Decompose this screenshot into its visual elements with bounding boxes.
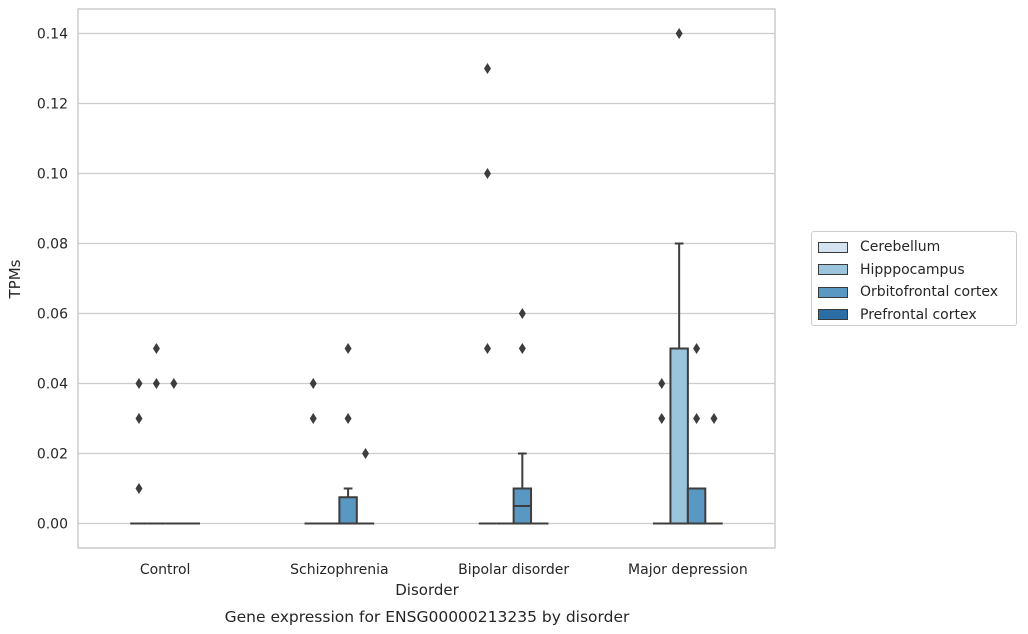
- outlier-point: [344, 343, 352, 354]
- y-tick-label: 0.02: [37, 447, 68, 463]
- box-group: [165, 378, 183, 525]
- y-tick-label: 0.04: [37, 377, 68, 393]
- box-group: [478, 63, 497, 525]
- x-tick-label: Control: [140, 562, 191, 578]
- box-group: [147, 343, 166, 525]
- legend-swatch: [818, 264, 848, 276]
- y-axis-label: TPMs: [6, 259, 24, 299]
- box-group: [653, 378, 671, 525]
- chart-caption: Gene expression for ENSG00000213235 by d…: [225, 608, 630, 626]
- outlier-point: [170, 378, 178, 389]
- legend-swatch: [818, 241, 848, 253]
- plot-border: [77, 8, 776, 549]
- legend-label: Cerebellum: [860, 239, 941, 256]
- outlier-point: [658, 413, 666, 424]
- box-group: [130, 378, 148, 525]
- y-tick-label: 0.14: [37, 27, 68, 43]
- outlier-point: [658, 378, 666, 389]
- outlier-point: [518, 308, 526, 319]
- outlier-point: [135, 413, 143, 424]
- tick-labels: 0.00 0.02 0.04 0.06 0.08 0.10 0.12 0.14 Control S…: [37, 27, 748, 579]
- y-tick-label: 0.08: [37, 237, 68, 253]
- box-group: [686, 343, 707, 525]
- legend-label: Prefrontal cortex: [860, 306, 977, 323]
- box: [686, 487, 707, 525]
- y-tick-label: 0.06: [37, 307, 68, 323]
- grid: [78, 32, 775, 525]
- legend-item: Cerebellum: [818, 236, 1016, 259]
- x-tick-label: Bipolar disorder: [458, 562, 569, 578]
- plot-frame: [77, 8, 776, 549]
- legend-item: Prefrontal cortex: [818, 304, 1016, 327]
- legend-label: Hipppocampus: [860, 261, 965, 278]
- outlier-point: [693, 343, 701, 354]
- outlier-point: [309, 413, 317, 424]
- outlier-point: [693, 413, 701, 424]
- y-tick-label: 0.00: [37, 517, 68, 533]
- outlier-point: [135, 378, 143, 389]
- outlier-point: [483, 63, 491, 74]
- legend-item: Hipppocampus: [818, 259, 1016, 282]
- legend-item: Orbitofrontal cortex: [818, 281, 1016, 304]
- x-axis-label: Disorder: [395, 581, 459, 599]
- legend-swatch: [818, 309, 848, 321]
- box-group: [705, 413, 723, 525]
- box-group: [356, 448, 375, 525]
- outlier-point: [483, 343, 491, 354]
- box-group: [512, 308, 533, 525]
- y-tick-label: 0.12: [37, 97, 68, 113]
- x-tick-label: Schizophrenia: [290, 562, 388, 578]
- outlier-point: [483, 168, 491, 179]
- outlier-point: [135, 483, 143, 494]
- box: [669, 347, 689, 525]
- y-tick-label: 0.10: [37, 167, 68, 183]
- outlier-point: [152, 343, 160, 354]
- legend: Cerebellum Hipppocampus Orbitofrontal cort…: [811, 231, 1017, 326]
- outlier-point: [152, 378, 160, 389]
- outlier-point: [675, 28, 683, 39]
- outlier-point: [710, 413, 718, 424]
- outlier-point: [344, 413, 352, 424]
- box-group: [338, 343, 358, 525]
- legend-swatch: [818, 286, 848, 298]
- box-group: [304, 378, 322, 525]
- outlier-point: [362, 448, 370, 459]
- outlier-point: [518, 343, 526, 354]
- x-tick-label: Major depression: [628, 562, 748, 578]
- box-group: [669, 28, 689, 525]
- legend-label: Orbitofrontal cortex: [860, 284, 998, 301]
- outlier-point: [309, 378, 317, 389]
- boxes: [130, 28, 723, 525]
- box: [338, 496, 358, 525]
